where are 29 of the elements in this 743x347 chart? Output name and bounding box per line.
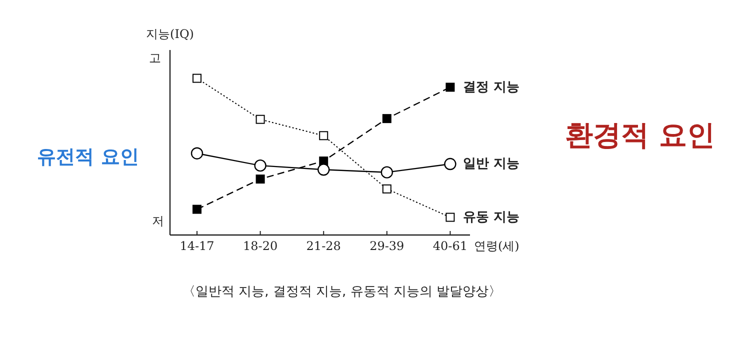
series-label: 일반 지능 xyxy=(463,156,520,172)
point xyxy=(382,114,392,124)
text: 고 xyxy=(149,51,161,66)
point xyxy=(254,159,266,172)
point xyxy=(256,114,265,124)
x-tick-label: 21-28 xyxy=(306,239,341,254)
point xyxy=(256,174,265,184)
y-axis-title: 지능(IQ) xyxy=(146,27,194,42)
text: 환경적 요인 xyxy=(565,118,715,152)
x-tick-label: 18-20 xyxy=(243,239,278,254)
series-label: 결정 지능 xyxy=(463,80,520,95)
point xyxy=(446,82,455,92)
series-label: 유동 지능 xyxy=(463,210,520,225)
point xyxy=(382,184,392,194)
point xyxy=(190,147,204,160)
x-axis-title: 연령(세) xyxy=(474,239,520,254)
point xyxy=(319,131,328,140)
point xyxy=(192,204,202,214)
text: 유전적 요인 xyxy=(37,146,139,168)
x-tick-label: 29-39 xyxy=(370,239,404,254)
point xyxy=(192,74,202,83)
point xyxy=(318,164,330,176)
point xyxy=(380,166,393,178)
point xyxy=(444,158,456,170)
point xyxy=(446,212,455,222)
x-tick-label: 40-61 xyxy=(432,239,468,254)
text: 저 xyxy=(152,214,164,228)
text: 〈일반적 지능, 결정적 지능, 유동적 지능의 발달양상〉 xyxy=(182,284,502,300)
x-tick-label: 14-17 xyxy=(180,239,214,254)
